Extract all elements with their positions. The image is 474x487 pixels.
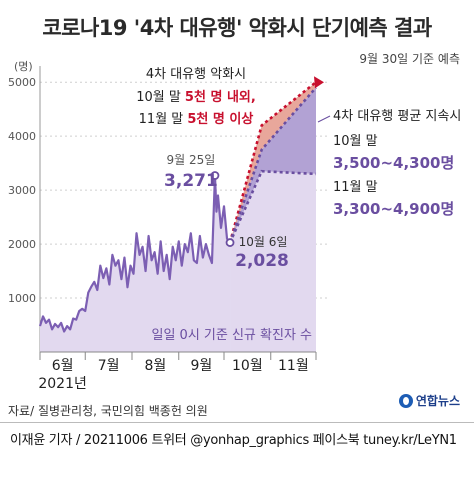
forecast-base-fill xyxy=(230,171,316,352)
x-axis: 6월 7월 8월 9월 10월 11월 2021년 xyxy=(38,351,317,392)
worse-callout-title: 4차 대유행 악화시 xyxy=(146,66,246,82)
month-label: 7월 xyxy=(98,358,120,374)
y-unit-label: (명) xyxy=(14,60,33,73)
y-tick-label: 2000 xyxy=(8,238,36,251)
average-callout-leader xyxy=(317,115,331,123)
area-label: 일일 0시 기준 신규 확진자 수 xyxy=(152,328,313,343)
arrowhead-icon xyxy=(314,76,324,89)
logo-text: 연합뉴스 xyxy=(415,394,460,408)
annotation-labels: 9월 25일 3,271 10월 6일 2,028 4차 대유행 악화시 10월 말 5천… xyxy=(136,66,461,271)
forecast-bands xyxy=(228,76,324,352)
y-tick-label: 3000 xyxy=(8,184,36,197)
chart-canvas: (명) 1000 2000 3000 4000 5000 일일 0시 기준 신규 확진자 … xyxy=(8,60,461,392)
worse-callout-nov: 11월 말 5천 명 이상 xyxy=(139,111,254,127)
average-oct-value: 3,500~4,300명 xyxy=(333,154,454,172)
peak-value-label: 3,271 xyxy=(164,171,218,191)
month-label: 11월 xyxy=(278,358,309,374)
year-label: 2021년 xyxy=(38,376,87,392)
credit-line: 이재윤 기자 / 20211006 트위터 @yonhap_graphics 페… xyxy=(10,433,457,448)
footer-divider xyxy=(0,422,474,487)
y-tick-label: 4000 xyxy=(8,130,36,143)
month-label: 10월 xyxy=(232,358,263,374)
forecast-line-worse-upper xyxy=(228,81,317,243)
y-tick-label: 5000 xyxy=(8,76,36,89)
forecast-band-average xyxy=(230,87,316,243)
forecast-line-average-lower xyxy=(228,169,317,244)
average-nov-value: 3,300~4,900명 xyxy=(333,200,454,218)
latest-date-label: 10월 6일 xyxy=(239,235,288,249)
forecast-line-average-upper xyxy=(228,86,317,243)
y-axis: (명) 1000 2000 3000 4000 5000 xyxy=(8,60,41,352)
annotation-marks xyxy=(210,171,235,247)
daily-cases-area: 일일 0시 기준 신규 확진자 수 xyxy=(38,174,313,352)
yonhap-logo: 연합뉴스 xyxy=(398,392,460,409)
worse-callout-oct: 10월 말 5천 명 내외, xyxy=(136,89,256,105)
peak-marker xyxy=(210,171,220,180)
yonhap-logo-icon xyxy=(398,393,413,408)
daily-cases-line xyxy=(38,174,231,333)
source-note: 자료/ 질병관리청, 국민의힘 백종헌 의원 xyxy=(8,404,208,418)
peak-date-label: 9월 25일 xyxy=(167,153,216,167)
chart-title: 코로나19 '4차 대유행' 악화시 단기예측 결과 xyxy=(42,16,432,40)
average-callout-title: 4차 대유행 평균 지속시 xyxy=(333,108,461,124)
month-label: 6월 xyxy=(52,358,74,374)
latest-value-label: 2,028 xyxy=(235,251,289,271)
y-tick-label: 1000 xyxy=(8,292,36,305)
month-label: 8월 xyxy=(144,358,166,374)
month-label: 9월 xyxy=(190,358,212,374)
forecast-date-note: 9월 30일 기준 예측 xyxy=(359,52,460,66)
average-nov-label: 11월 말 xyxy=(333,180,378,195)
latest-marker xyxy=(225,238,235,247)
average-oct-label: 10월 말 xyxy=(333,134,378,149)
